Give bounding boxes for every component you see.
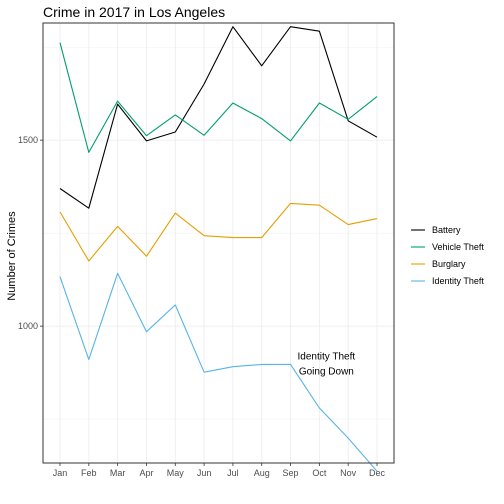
x-tick-label: Jun [197,468,212,478]
y-tick-label: 1500 [18,135,38,145]
series-line-identity-theft [59,272,378,472]
x-tick-label: May [167,468,185,478]
plot-panel [42,22,395,472]
x-tick-label: Feb [81,468,97,478]
panel-border [42,22,395,464]
series-lines [59,26,378,472]
annotations: Identity Theft Going Down [298,352,356,378]
legend-label: Battery [432,225,461,235]
y-axis-label: Number of Crimes [6,211,18,301]
chart-title: Crime in 2017 in Los Angeles [43,4,225,20]
series-line-vehicle-theft [59,42,378,153]
legend-label: Vehicle Theft [432,242,484,252]
annotation-text: Identity Theft [298,352,356,363]
x-tick-label: Mar [110,468,126,478]
y-axis: 1000 1500 [18,135,43,331]
x-tick-label: Dec [369,468,386,478]
x-axis: Jan Feb Mar Apr May Jun Jul Aug Sep Oct Nov Dec [53,463,386,478]
legend: Battery Vehicle Theft Burglary Identity The… [411,225,484,286]
legend-label: Burglary [432,259,466,269]
x-tick-label: Sep [283,468,299,478]
annotation-text: Going Down [299,367,354,378]
legend-label: Identity Theft [432,276,484,286]
x-tick-label: Apr [139,468,153,478]
series-line-battery [59,26,378,209]
x-tick-label: Jan [53,468,68,478]
y-tick-label: 1000 [18,321,38,331]
gridlines [43,23,394,463]
x-tick-label: Jul [227,468,239,478]
series-line-burglary [59,202,378,262]
x-tick-label: Aug [254,468,270,478]
x-tick-label: Nov [340,468,357,478]
x-tick-label: Oct [312,468,327,478]
